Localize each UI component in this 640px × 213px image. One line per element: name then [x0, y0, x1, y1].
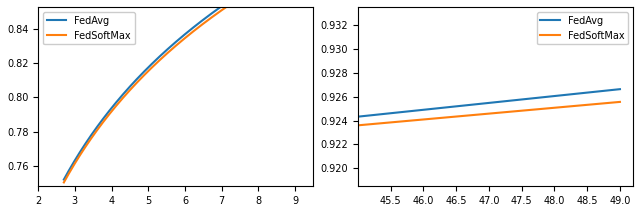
FedSoftMax [207, 16, 215, 19]
FedAvg [60, 178, 68, 181]
FedAvg [194, 23, 202, 25]
FedAvg [480, 102, 488, 105]
FedSoftMax [480, 113, 488, 115]
Line: FedAvg: FedAvg [358, 89, 620, 117]
FedSoftMax [479, 113, 486, 115]
Line: FedSoftMax: FedSoftMax [64, 0, 312, 182]
FedSoftMax [194, 26, 202, 29]
FedAvg [354, 115, 362, 118]
FedSoftMax [354, 124, 362, 127]
Legend: FedAvg, FedSoftMax: FedAvg, FedSoftMax [536, 12, 628, 45]
FedSoftMax [569, 105, 577, 107]
FedSoftMax [510, 110, 518, 113]
FedAvg [207, 12, 215, 15]
FedSoftMax [496, 111, 504, 114]
FedAvg [179, 35, 187, 37]
FedAvg [479, 102, 486, 105]
FedSoftMax [616, 101, 624, 103]
FedAvg [510, 99, 518, 102]
FedSoftMax [610, 101, 618, 104]
FedAvg [569, 93, 577, 95]
FedSoftMax [60, 181, 68, 184]
FedAvg [610, 89, 618, 91]
Legend: FedAvg, FedSoftMax: FedAvg, FedSoftMax [43, 12, 134, 45]
FedSoftMax [179, 38, 187, 41]
FedAvg [496, 101, 504, 103]
FedAvg [178, 36, 186, 38]
FedSoftMax [178, 40, 186, 42]
Line: FedAvg: FedAvg [64, 0, 312, 180]
Line: FedSoftMax: FedSoftMax [358, 102, 620, 125]
FedAvg [616, 88, 624, 91]
